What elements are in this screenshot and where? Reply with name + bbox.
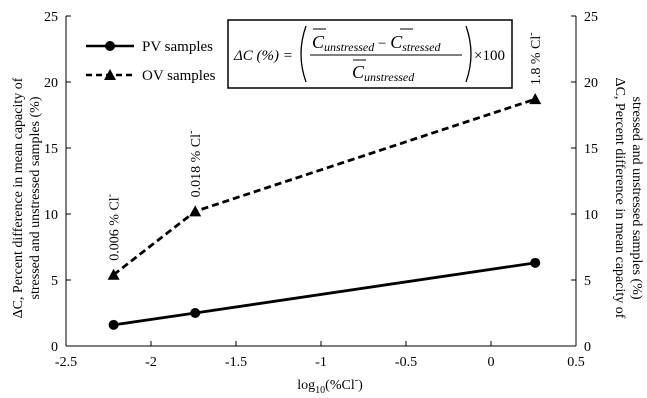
annotation-label-3: 1.8 % Cl- [526, 32, 544, 85]
formula-num-a: C [312, 32, 325, 52]
x-axis-label-sub: 10 [315, 385, 325, 396]
y-tick-right-label: 20 [584, 76, 598, 91]
x-tick-label: -0.5 [395, 355, 417, 370]
formula-box: ΔC (%) = Cunstressed − Cstressed Cunstre… [227, 19, 513, 89]
x-axis-label-rest: (%Cl [325, 378, 355, 393]
data-point-1 [530, 257, 541, 268]
annotation-text: 0.006 % Cl [108, 197, 123, 261]
series-layer [107, 93, 542, 330]
formula-lhs-text: ΔC (%) = [233, 48, 293, 64]
data-point-2 [107, 268, 120, 280]
series-line-1 [113, 261, 536, 327]
formula-denominator: Cunstressed [352, 62, 415, 84]
formula-left-paren [300, 25, 307, 83]
data-point-1 [190, 308, 201, 318]
y-tick-right-label: 5 [584, 274, 591, 289]
x-axis-label-sup: - [355, 375, 358, 386]
annotation-text: 0.018 % Cl [189, 134, 204, 198]
annotation-sup: - [105, 194, 116, 197]
formula-num-a-sub: unstressed [324, 40, 375, 54]
x-tick-label: -2.5 [55, 355, 77, 370]
y-axis-label-left-line2: stressed and unstressed samples (%) [28, 96, 43, 299]
x-axis-label: log10(%Cl-) [297, 375, 363, 396]
data-point-2 [529, 93, 542, 105]
annotation-sup: - [526, 32, 537, 35]
legend-ov-marker [104, 69, 116, 80]
x-tick-label: -1 [315, 355, 327, 370]
legend-ov-label: OV samples [142, 68, 216, 84]
annotation-text: 1.8 % Cl [529, 36, 544, 86]
annotation-label-1: 0.006 % Cl- [105, 194, 123, 261]
x-tick-label: -2 [145, 355, 157, 370]
x-axis-label-main: log [297, 378, 315, 393]
y-tick-right-label: 15 [584, 142, 598, 157]
y-ticks-right: 0 5 10 15 20 25 [571, 10, 598, 355]
annotations-layer: 0.006 % Cl- 0.018 % Cl-1.8 % Cl- [105, 32, 545, 260]
formula-num-b: C [390, 32, 403, 52]
x-tick-label: -1.5 [225, 355, 247, 370]
x-axis-label-end: ) [358, 378, 363, 393]
series-line-2 [112, 97, 536, 276]
y-tick-left-label: 20 [44, 76, 58, 91]
y-tick-left-label: 5 [51, 274, 58, 289]
formula-minus: − [374, 36, 390, 52]
y-ticks-left: 0 5 10 15 20 25 [44, 10, 71, 355]
data-point-1 [108, 319, 119, 330]
formula-den-sub: unstressed [364, 70, 415, 84]
y-axis-label-right-line2: stressed and unstressed samples (%) [629, 97, 644, 300]
y-tick-right-label: 0 [584, 340, 591, 355]
x-ticks: -2.5 -2 -1.5 -1 -0.5 0 0.5 [55, 341, 585, 370]
y-tick-right-label: 10 [584, 208, 598, 223]
formula-num-b-sub: stressed [402, 40, 441, 54]
formula-den: C [352, 62, 365, 82]
y-tick-left-label: 25 [44, 10, 58, 25]
formula-border [227, 19, 513, 89]
y-tick-right-label: 25 [584, 10, 598, 25]
formula-lhs: ΔC (%) = [233, 48, 293, 64]
x-tick-label: 0 [488, 355, 495, 370]
formula-numerator: Cunstressed − Cstressed [312, 32, 441, 54]
formula-times: ×100 [474, 48, 505, 64]
y-tick-left-label: 10 [44, 208, 58, 223]
legend-pv-label: PV samples [142, 39, 213, 55]
y-tick-left-label: 15 [44, 142, 58, 157]
data-point-2 [189, 205, 202, 217]
y-axis-label-left-line1: ΔC, Percent difference in mean capacity … [11, 77, 26, 318]
annotation-label-2: 0.018 % Cl- [186, 131, 204, 198]
y-axis-label-right-line1: ΔC, Percent difference in mean capacity … [612, 78, 627, 319]
y-tick-left-label: 0 [51, 340, 58, 355]
formula-right-paren [465, 25, 472, 83]
x-tick-label: 0.5 [567, 355, 585, 370]
annotation-sup: - [186, 131, 197, 134]
legend-pv-marker [105, 41, 115, 51]
legend: PV samples OV samples [86, 39, 216, 84]
